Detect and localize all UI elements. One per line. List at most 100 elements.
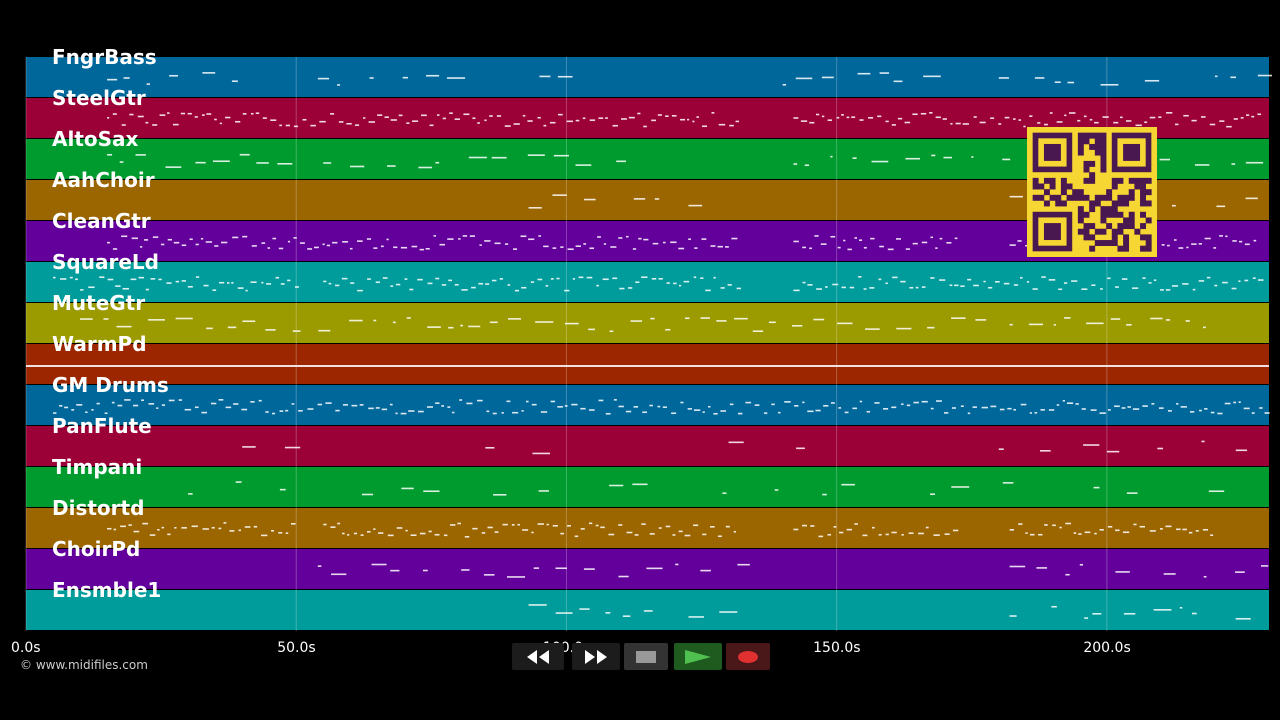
note [1191,119,1197,122]
note [275,276,280,279]
note [140,246,143,248]
note [622,615,631,617]
note [1204,408,1208,410]
note [406,317,411,319]
note [589,409,595,411]
note [1238,401,1241,403]
note [214,245,219,247]
qr-module [1089,206,1096,213]
note [1214,284,1218,287]
note [121,235,128,238]
note [673,282,677,285]
fast-forward-button[interactable] [572,643,620,670]
note [638,237,642,240]
note [841,286,846,289]
note [883,408,889,410]
note [893,80,903,83]
fast-forward-icon [585,649,607,664]
note [537,523,544,525]
qr-module [1123,245,1130,252]
qr-finder [1043,223,1061,241]
note [849,286,855,289]
note [279,124,282,127]
note [1075,403,1079,405]
note [552,247,557,249]
note [710,525,715,528]
note [892,276,898,279]
qr-module [1134,177,1141,184]
note [1135,124,1142,127]
note [130,278,137,281]
note [454,118,460,120]
note [502,523,508,526]
note [107,527,112,530]
note [871,160,889,163]
note [119,161,124,163]
note [530,281,535,283]
note [165,166,182,168]
qr-module [1145,245,1152,252]
note [250,281,257,283]
note [736,287,741,290]
note [567,525,571,527]
note [245,289,248,292]
note [598,117,604,119]
note [794,405,799,407]
note [1167,244,1170,247]
note [1100,288,1103,290]
note [646,567,663,570]
note [943,156,953,159]
note [64,406,69,409]
track-lane [26,467,1269,507]
note [293,237,297,239]
note [632,248,637,250]
qr-module [1128,177,1135,184]
note [425,247,430,250]
stop-button[interactable] [624,643,668,670]
note [152,124,158,126]
note [298,409,303,412]
note [1025,244,1029,247]
note [433,235,437,237]
note [442,117,446,120]
note [501,412,504,414]
note [267,247,271,249]
rewind-button[interactable] [512,643,564,670]
note [960,405,964,408]
note [229,530,235,532]
note [167,112,170,114]
note [633,406,639,408]
note [156,407,159,409]
note [827,533,832,536]
note [700,317,710,319]
qr-module [1145,217,1152,224]
note [527,154,545,156]
note [710,245,716,247]
qr-module [1106,194,1113,201]
note [795,77,813,80]
note [628,287,633,289]
qr-module [1128,217,1135,224]
note [588,328,595,331]
note [157,529,160,531]
play-button[interactable] [674,643,722,670]
rewind-icon [527,649,549,664]
note [613,399,617,401]
qr-module [1094,143,1101,150]
note [205,241,213,243]
time-tick-label: 50.0s [277,640,316,656]
qr-module [1083,160,1090,167]
note [1013,408,1016,411]
note [59,404,63,407]
note [313,246,319,249]
note [1244,243,1250,246]
record-button[interactable] [726,643,770,670]
note [774,489,779,491]
note [323,162,332,164]
track-label: WarmPd [52,332,147,356]
qr-module [1117,200,1124,207]
note [342,404,349,406]
note [124,399,131,401]
note [317,77,330,80]
qr-module [1038,183,1045,190]
